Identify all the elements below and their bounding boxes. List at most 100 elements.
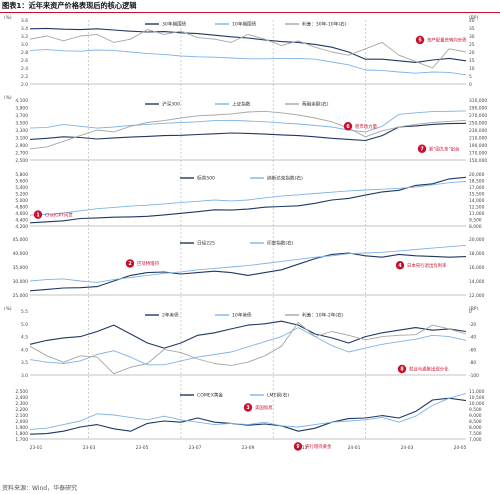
panel-3-right-tick: 12,500 (469, 205, 485, 211)
panel-5-legend-label: 10年美债 (232, 312, 252, 319)
panel-6-right-tick: 7,500 (469, 431, 482, 437)
panel-5-series-1 (29, 320, 467, 349)
panel-1-right-tick: 35 (469, 26, 475, 32)
panel-2-series-2 (29, 110, 467, 133)
panel-6-left-tick: 2,500 (15, 389, 28, 395)
panel-6-legend-label: LME铜(右) (267, 392, 289, 399)
source-note: 资料来源：Wind，华泰研究 (2, 485, 78, 492)
panel-6-right-tick: 8,000 (469, 425, 482, 431)
panel-1-right-tick: 0 (469, 82, 472, 88)
panel-1-left-tick: 2.8 (21, 50, 28, 56)
panel-3-left-tick: 4,800 (15, 205, 28, 211)
panel-1-left-tick: 3.4 (21, 26, 28, 32)
panel-2-series-1 (29, 122, 467, 142)
panel-6-right-tick: 10,500 (469, 395, 485, 401)
panel-2-left-tick: 4,100 (15, 98, 28, 104)
x-axis-tick: 23-01 (30, 445, 43, 451)
panel-2-right-tick: 230,000 (469, 128, 487, 134)
annotation-label-1: ChatGPT问世 (45, 211, 73, 218)
x-axis-tick: 23-05 (136, 445, 149, 451)
panel-6-left-tick: 1,800 (15, 431, 28, 437)
panel-3-right-tick: 11,000 (469, 211, 485, 217)
panel-1-right-tick: 10 (469, 66, 475, 72)
panel-1-legend-label: 利差：30年-10年(右) (302, 21, 347, 28)
annotation-label-3: 美国加息 (255, 404, 273, 411)
panel-5-right-tick: -100 (469, 373, 479, 379)
chart-title: 图表1：近年来资产价格表现后的核心逻辑 (2, 1, 137, 10)
panel-5-left-tick: 5.0 (21, 322, 28, 328)
panel-2-right-tick: 250,000 (469, 121, 487, 127)
annotation-number-5: 5 (418, 38, 421, 44)
panel-1-left-tick: 2.6 (21, 58, 28, 64)
panel-2-right-tick: 170,000 (469, 151, 487, 157)
panel-5-right-tick: 0 (469, 309, 472, 315)
panel-6-left-tick: 1,900 (15, 425, 28, 431)
panel-2-right-tick: 310,000 (469, 98, 487, 104)
panel-6-series-2 (29, 392, 467, 430)
panel-6-legend-label: COMEX黄金 (197, 392, 223, 399)
panel-6-right-tick: 10,000 (469, 401, 485, 407)
annotation-label-2: 巴菲特增持 (137, 260, 160, 267)
annotation-number-4: 4 (398, 263, 402, 269)
panel-2-series-3 (29, 110, 467, 150)
panel-6-right-tick: 9,000 (469, 413, 482, 419)
panel-4-right-tick: 20,000 (469, 237, 485, 243)
panel-6-left-tick: 2,200 (15, 407, 28, 413)
x-axis-tick: 23-09 (242, 445, 255, 451)
annotation-number-3: 3 (246, 405, 249, 411)
panel-5-right-tick: -40 (469, 335, 476, 341)
panel-5-left-tick: 3.5 (21, 360, 28, 366)
panel-5-left-tick: 5.5 (21, 309, 28, 315)
panel-6-left-tick: 2,100 (15, 413, 28, 419)
panel-5-right-unit: (BP) (469, 306, 478, 312)
panel-3-right-tick: 8,000 (469, 224, 482, 230)
title-rule (0, 12, 500, 13)
annotation-marker-9 (293, 442, 303, 451)
panel-2-right-tick: 210,000 (469, 136, 487, 142)
panel-5-left-tick: 3.0 (21, 373, 28, 379)
panel-5-legend-label: 利差：10年-2年(右) (302, 312, 344, 319)
annotation-marker-2 (125, 259, 135, 268)
panel-4-left-tick: 25,000 (13, 293, 29, 299)
panel-1-left-tick: 3.2 (21, 34, 28, 40)
panel-6-left-tick: 2,000 (15, 419, 28, 425)
x-axis-tick: 23-11 (295, 445, 308, 451)
panel-2-left-tick: 3,100 (15, 136, 28, 142)
panel-4-left-tick: 30,000 (13, 279, 29, 285)
panel-1-right-tick: 5 (469, 74, 472, 80)
panel-3-right-tick: 17,000 (469, 185, 485, 191)
panel-3-right-tick: 18,500 (469, 179, 485, 185)
panel-3-left-tick: 5,000 (15, 198, 28, 204)
annotation-number-9: 9 (296, 444, 300, 450)
panel-2-right-tick: 270,000 (469, 113, 487, 119)
panel-1-right-tick: 20 (469, 50, 475, 56)
panel-1-right-tick: 25 (469, 42, 475, 48)
x-axis-tick: 24-03 (401, 445, 414, 451)
panel-2-left-tick: 3,900 (15, 106, 28, 112)
panel-1-left-tick: 3.6 (21, 18, 28, 24)
panel-2-legend-label: 两融余额(右) (302, 101, 329, 108)
panel-3-series-2 (29, 180, 467, 216)
annotation-marker-8 (397, 364, 407, 374)
panel-2-right-tick: 290,000 (469, 106, 487, 112)
panel-3-right-tick: 15,500 (469, 192, 485, 198)
annotation-marker-6 (343, 122, 353, 131)
panel-3-left-tick: 4,600 (15, 211, 28, 217)
panel-1-series-1 (29, 27, 467, 63)
annotation-number-7: 7 (420, 146, 423, 152)
panel-6-series-1 (29, 397, 467, 435)
panel-1-right-tick: 15 (469, 58, 475, 64)
panel-4-right-tick: 18,000 (469, 251, 485, 257)
panel-4-left-tick: 40,000 (13, 251, 29, 257)
panel-2-left-tick: 2,700 (15, 151, 28, 157)
panel-2-left-unit: (%) (4, 95, 12, 101)
panel-3-legend-label: 纳斯达克指数(右) (267, 175, 303, 182)
panel-1-left-tick: 2.0 (21, 82, 28, 88)
panel-5-right-tick: -60 (469, 347, 476, 353)
panel-2-left-tick: 3,700 (15, 113, 28, 119)
x-axis-tick: 24-05 (454, 445, 467, 451)
annotation-number-6: 6 (346, 124, 350, 130)
panel-5-right-tick: -20 (469, 322, 476, 328)
annotation-marker-4 (395, 261, 405, 270)
panel-1-left-unit: (%) (4, 15, 12, 21)
